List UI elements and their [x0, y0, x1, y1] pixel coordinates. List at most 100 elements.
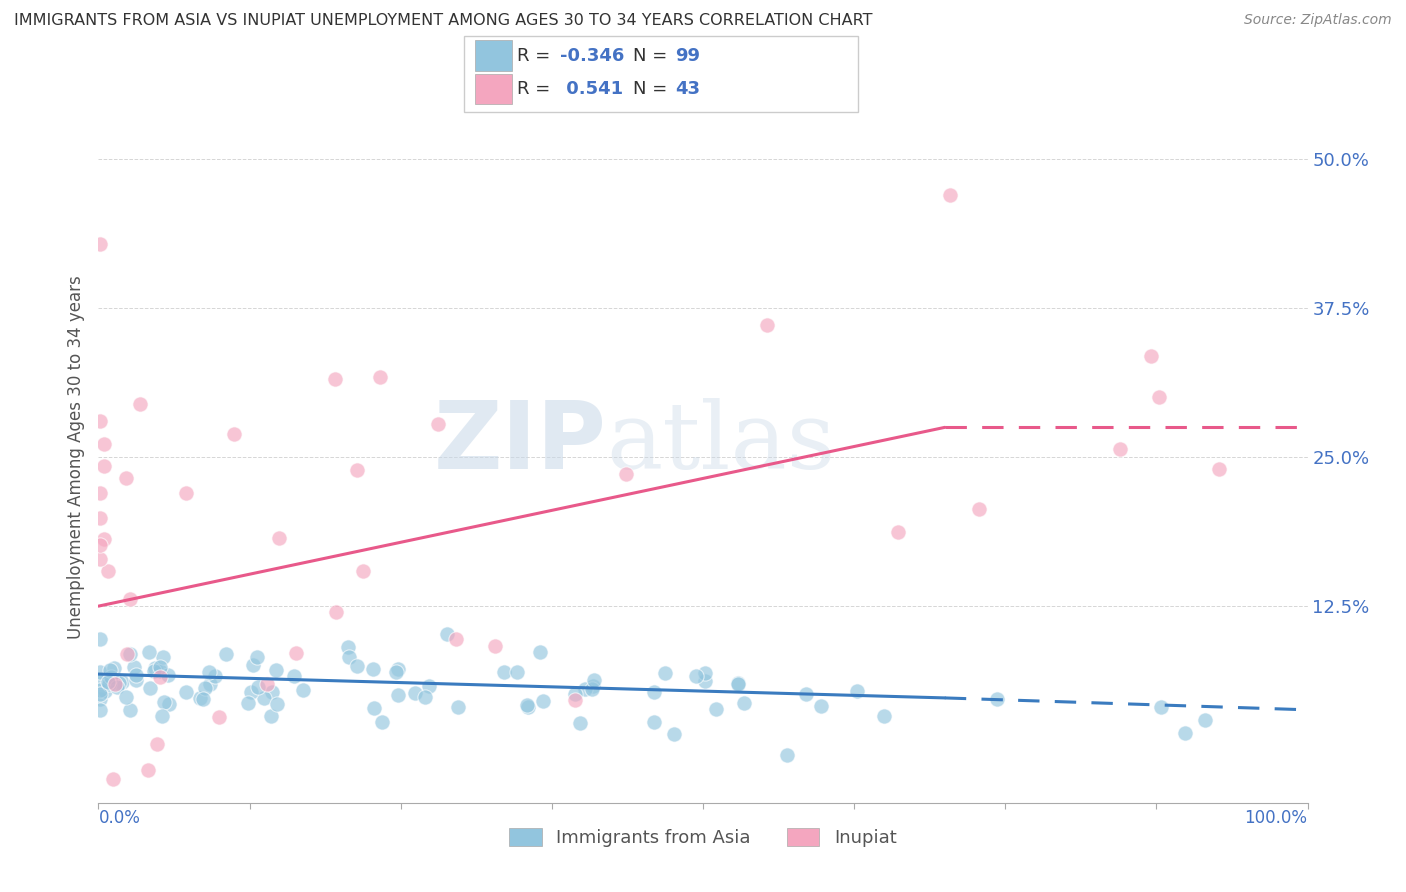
- Point: [581, 681, 603, 696]
- Point: [662, 727, 685, 741]
- Point: [89, 552, 111, 566]
- Text: 0.541: 0.541: [560, 80, 623, 98]
- Point: [105, 680, 128, 694]
- Point: [148, 660, 170, 674]
- Point: [150, 709, 173, 723]
- Point: [582, 679, 605, 693]
- Point: [266, 697, 288, 711]
- Point: [695, 665, 717, 680]
- Point: [516, 698, 538, 712]
- Point: [190, 690, 212, 705]
- Point: [569, 715, 592, 730]
- Point: [138, 645, 160, 659]
- Point: [427, 417, 450, 431]
- Point: [733, 696, 755, 710]
- Point: [136, 763, 159, 777]
- Point: [368, 370, 391, 384]
- Point: [240, 685, 263, 699]
- Point: [93, 436, 115, 450]
- Point: [967, 501, 990, 516]
- Point: [122, 660, 145, 674]
- Text: 99: 99: [675, 46, 700, 64]
- Point: [89, 703, 111, 717]
- Point: [574, 681, 596, 696]
- Point: [242, 658, 264, 673]
- Point: [93, 458, 115, 473]
- Point: [100, 670, 122, 684]
- Point: [125, 673, 148, 688]
- Point: [444, 632, 467, 646]
- Point: [346, 658, 368, 673]
- Point: [98, 677, 121, 691]
- Point: [693, 673, 716, 688]
- Point: [387, 662, 409, 676]
- Point: [727, 676, 749, 690]
- Point: [262, 684, 284, 698]
- Point: [371, 714, 394, 729]
- Text: atlas: atlas: [606, 399, 835, 488]
- Point: [654, 666, 676, 681]
- Point: [89, 237, 111, 252]
- Text: -0.346: -0.346: [560, 46, 624, 64]
- Point: [529, 645, 551, 659]
- Text: N =: N =: [633, 46, 672, 64]
- Text: R =: R =: [517, 80, 557, 98]
- Point: [846, 683, 869, 698]
- Point: [384, 665, 406, 679]
- Point: [492, 665, 515, 679]
- Point: [120, 703, 142, 717]
- Text: ZIP: ZIP: [433, 397, 606, 490]
- Point: [142, 664, 165, 678]
- Point: [89, 673, 111, 688]
- Point: [143, 661, 166, 675]
- Point: [198, 677, 221, 691]
- Point: [873, 709, 896, 723]
- Text: IMMIGRANTS FROM ASIA VS INUPIAT UNEMPLOYMENT AMONG AGES 30 TO 34 YEARS CORRELATI: IMMIGRANTS FROM ASIA VS INUPIAT UNEMPLOY…: [14, 13, 873, 29]
- Point: [685, 669, 707, 683]
- Point: [259, 709, 281, 723]
- Point: [89, 511, 111, 525]
- Point: [755, 318, 778, 332]
- Point: [352, 564, 374, 578]
- Point: [1149, 700, 1171, 714]
- Point: [157, 667, 180, 681]
- Point: [120, 591, 142, 606]
- Point: [193, 681, 215, 695]
- Point: [124, 667, 146, 681]
- Point: [174, 685, 197, 699]
- Point: [776, 747, 799, 762]
- Point: [533, 694, 555, 708]
- Point: [436, 627, 458, 641]
- Point: [149, 670, 172, 684]
- Point: [222, 427, 245, 442]
- Point: [887, 524, 910, 539]
- Point: [413, 690, 436, 704]
- Point: [516, 699, 538, 714]
- Point: [643, 685, 665, 699]
- Point: [101, 772, 124, 786]
- Point: [246, 650, 269, 665]
- Point: [361, 663, 384, 677]
- Text: R =: R =: [517, 46, 557, 64]
- Point: [204, 668, 226, 682]
- Point: [810, 699, 832, 714]
- Point: [152, 649, 174, 664]
- Point: [97, 675, 120, 690]
- Text: 43: 43: [675, 80, 700, 98]
- Point: [505, 665, 527, 679]
- Point: [146, 737, 169, 751]
- Text: 0.0%: 0.0%: [98, 809, 141, 827]
- Point: [129, 397, 152, 411]
- Point: [191, 692, 214, 706]
- Point: [174, 486, 197, 500]
- Point: [564, 693, 586, 707]
- Point: [94, 684, 117, 698]
- Point: [582, 673, 605, 687]
- Y-axis label: Unemployment Among Ages 30 to 34 years: Unemployment Among Ages 30 to 34 years: [66, 276, 84, 639]
- Point: [387, 688, 409, 702]
- Point: [120, 647, 142, 661]
- Point: [643, 715, 665, 730]
- Point: [89, 414, 111, 428]
- Point: [89, 682, 111, 697]
- Point: [266, 663, 288, 677]
